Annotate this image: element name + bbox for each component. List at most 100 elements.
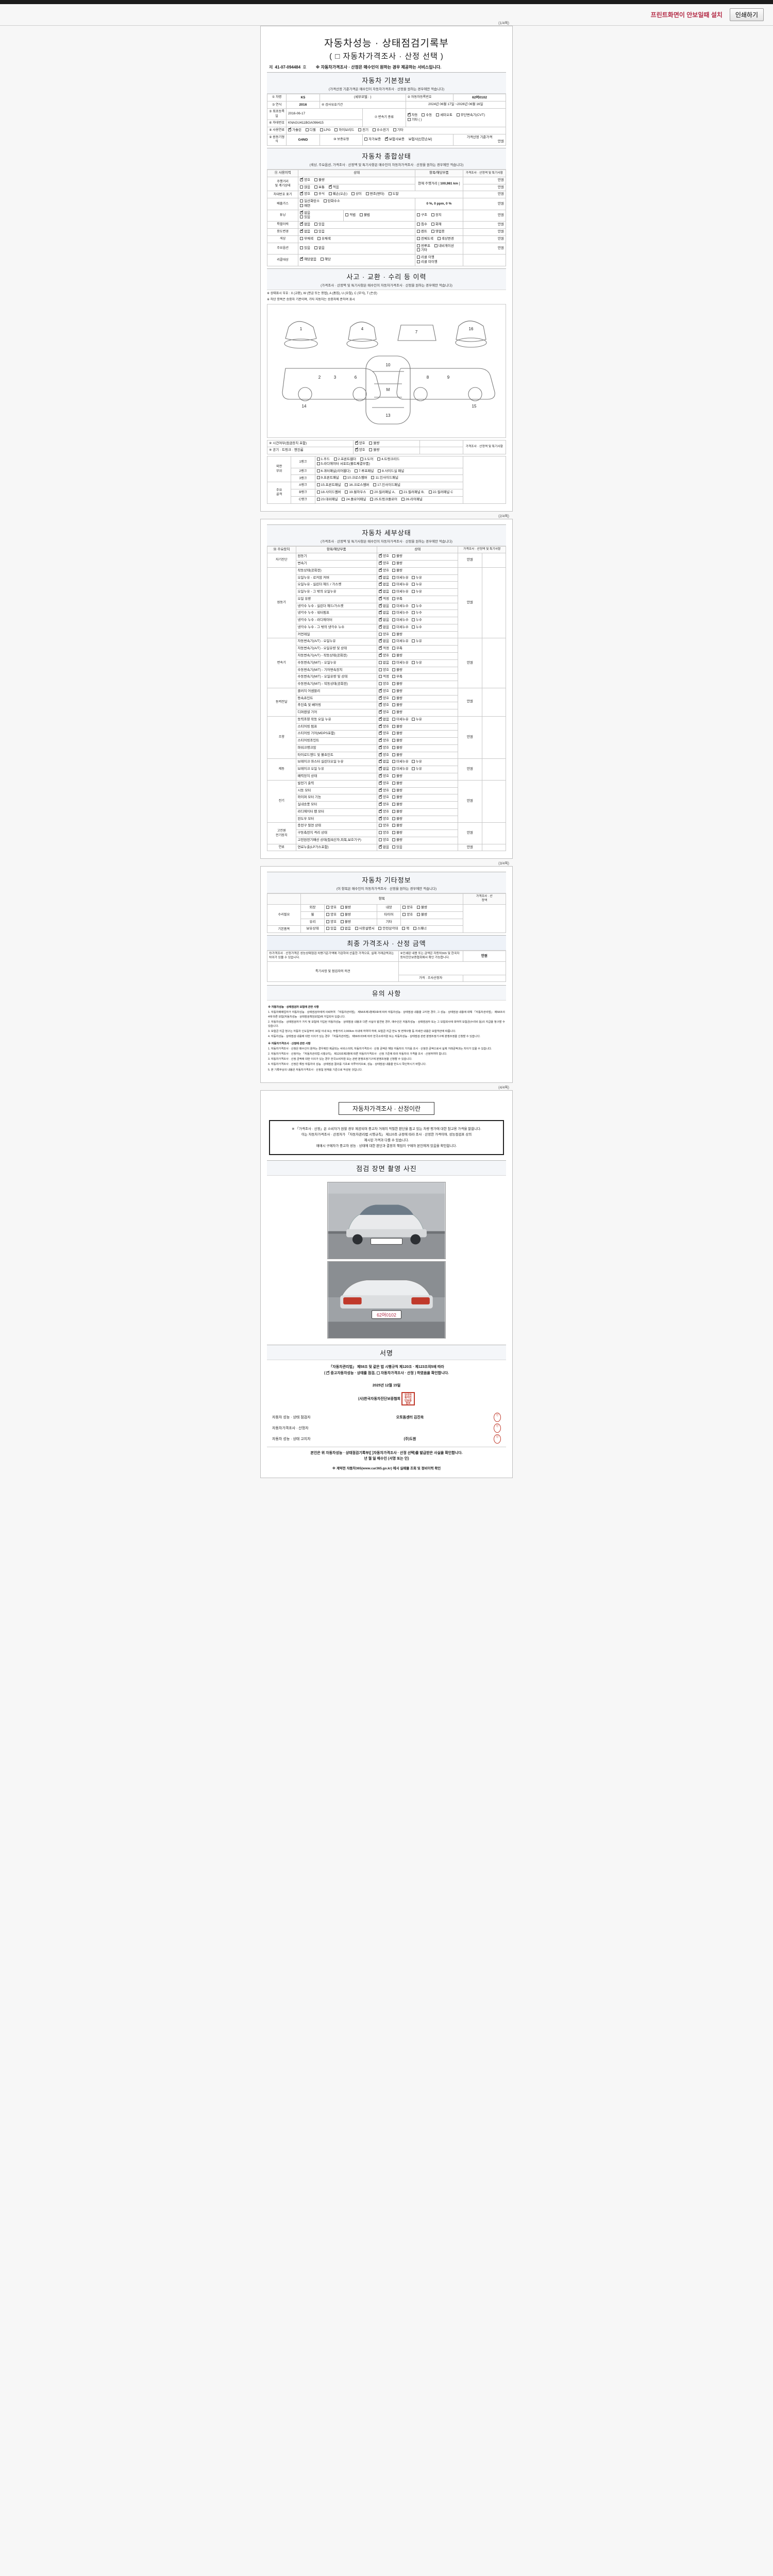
tire-opt-good[interactable]: 양호 (402, 912, 413, 918)
item-opt-spanner[interactable]: 스패너 (413, 927, 427, 931)
option-없음[interactable]: 없음 (378, 589, 389, 595)
part-10-cross-member[interactable]: 10.크로스멤버 (343, 476, 367, 481)
option-불량[interactable]: 불량 (392, 689, 402, 694)
frame-21-pillar-b[interactable]: 21.필러패널 B, (399, 490, 425, 495)
option-불량[interactable]: 불량 (392, 809, 402, 815)
option-없음[interactable]: 없음 (378, 610, 389, 616)
option-양호[interactable]: 양호 (378, 702, 389, 708)
option-불량[interactable]: 불량 (392, 774, 402, 779)
part-7-roof-panel[interactable]: 7.루프패널 (355, 469, 374, 474)
wheel-opt-good[interactable]: 양호 (326, 912, 337, 918)
option-양호[interactable]: 양호 (378, 731, 389, 736)
warranty-opt-insurer[interactable]: 보험사보증 (384, 137, 405, 142)
option-불량[interactable]: 불량 (392, 668, 402, 673)
option-미세누수[interactable]: 미세누수 (392, 611, 409, 616)
option-양호[interactable]: 양호 (378, 724, 389, 730)
option-누유[interactable]: 누유 (411, 583, 422, 587)
option-opt-sunroof[interactable]: 썬루프 (417, 244, 430, 249)
frame-19-wheel-house[interactable]: 19.휠하우스 (345, 490, 366, 495)
color-opt-changed[interactable]: 색상변경 (437, 236, 454, 242)
recall-opt-yes[interactable]: 해당 (320, 258, 331, 262)
check-performance[interactable] (326, 1370, 330, 1375)
option-opt-nav[interactable]: 네비게이션 (434, 244, 454, 249)
trans-opt-other[interactable]: 기타 ( ) (407, 117, 422, 123)
part-4-trunk-lid[interactable]: 4.트렁크리드 (377, 457, 399, 462)
option-불량[interactable]: 불량 (392, 831, 402, 836)
option-양호[interactable]: 양호 (378, 838, 389, 843)
option-불량[interactable]: 불량 (392, 838, 402, 843)
option-누유[interactable]: 누유 (411, 767, 422, 772)
option-불량[interactable]: 불량 (392, 732, 402, 736)
vin-opt-altered[interactable]: 변조(변타) (365, 192, 384, 197)
option-양호[interactable]: 양호 (378, 568, 389, 573)
mileage-opt-bad[interactable]: 불량 (314, 178, 325, 183)
frame-16-cross-member[interactable]: 16.크로스멤버 (345, 483, 369, 488)
option-양호[interactable]: 양호 (378, 688, 389, 694)
frame-22-pillar-c[interactable]: 22.필러패널 C (428, 490, 453, 495)
option-양호[interactable]: 양호 (378, 738, 389, 743)
part-2-front-fender[interactable]: 2.프론트휀더 (333, 457, 356, 462)
usechange-opt-business[interactable]: 영업용 (431, 230, 445, 234)
special-opt-flood[interactable]: 침수 (417, 223, 427, 227)
frame-20-pillar-a[interactable]: 20.필러패널 A, (370, 490, 395, 495)
option-미세누유[interactable]: 미세누유 (392, 639, 409, 644)
option-불량[interactable]: 불량 (392, 745, 402, 751)
exterior-opt-good[interactable]: 양호 (326, 906, 337, 910)
item-opt-jack[interactable]: 잭 (402, 927, 409, 931)
option-미세누유[interactable]: 미세누유 (392, 717, 409, 722)
option-누유[interactable]: 누유 (411, 760, 422, 765)
option-적정[interactable]: 적정 (378, 646, 389, 651)
recall-opt-na[interactable]: 해당없음 (300, 257, 316, 262)
option-누유[interactable]: 누유 (411, 717, 422, 722)
option-불량[interactable]: 불량 (392, 710, 402, 715)
option-불량[interactable]: 불량 (392, 632, 402, 637)
option-부족[interactable]: 부족 (392, 647, 402, 651)
recall-opt-done[interactable]: 리콜 이행 (417, 256, 434, 260)
check-price-survey[interactable] (376, 1371, 380, 1375)
wheel-opt-bad[interactable]: 불량 (340, 912, 351, 918)
tuning-opt-none[interactable]: 없음 (300, 210, 310, 216)
print-button[interactable]: 인쇄하기 (729, 8, 764, 21)
usechange-opt-rent[interactable]: 렌트 (417, 230, 427, 234)
option-양호[interactable]: 양호 (378, 794, 389, 800)
option-누유[interactable]: 누유 (411, 590, 422, 595)
option-불량[interactable]: 불량 (392, 562, 402, 566)
option-양호[interactable]: 양호 (378, 668, 389, 673)
color-opt-repaint[interactable]: 전체도색 (417, 236, 433, 242)
mileage-opt-few[interactable]: 적음 (328, 184, 339, 190)
option-없음[interactable]: 없음 (378, 766, 389, 772)
part-3-door[interactable]: 3.도어 (360, 457, 373, 462)
special-opt-fire[interactable]: 화재 (431, 223, 442, 227)
tuning-opt-yes[interactable]: 있음 (300, 215, 310, 220)
part-8-side-sill[interactable]: 8.사이드실 패널 (378, 469, 404, 474)
frame-18-side-member[interactable]: 18.사이드멤버 (316, 490, 341, 495)
option-양호[interactable]: 양호 (378, 653, 389, 658)
option-미세누수[interactable]: 미세누수 (392, 625, 409, 630)
trans-opt-cvt[interactable]: 무단변속기(CVT) (456, 113, 485, 118)
lock-opt-bad[interactable]: 불량 (369, 441, 379, 446)
frame-25-trunk-floor[interactable]: 25.트렁크플로어 (370, 497, 397, 502)
option-양호[interactable]: 양호 (378, 816, 389, 822)
option-양호[interactable]: 양호 (378, 682, 389, 687)
option-불량[interactable]: 불량 (392, 824, 402, 828)
option-누수[interactable]: 누수 (411, 611, 422, 616)
special-opt-yes[interactable]: 있음 (314, 223, 325, 227)
tire-opt-bad[interactable]: 불량 (417, 912, 427, 918)
glass-opt-good[interactable]: 양호 (326, 920, 337, 925)
option-불량[interactable]: 불량 (392, 781, 402, 786)
option-적정[interactable]: 적정 (378, 675, 389, 680)
trans-opt-auto[interactable]: 자동 (407, 112, 417, 118)
emission-opt-hc[interactable]: 탄화수소 (323, 199, 340, 204)
option-양호[interactable]: 양호 (378, 752, 389, 758)
option-미세누수[interactable]: 미세누수 (392, 604, 409, 609)
option-불량[interactable]: 불량 (392, 653, 402, 658)
color-opt-achromatic[interactable]: 무채색 (300, 236, 313, 242)
vin-opt-erased[interactable]: 도말 (388, 192, 399, 197)
option-누수[interactable]: 누수 (411, 625, 422, 630)
option-없음[interactable]: 없음 (378, 624, 389, 630)
glass-opt-bad[interactable]: 불량 (340, 920, 351, 925)
frame-23-dash-panel[interactable]: 23.대쉬패널 (316, 497, 338, 502)
part-1-hood[interactable]: 1.후드 (316, 457, 330, 462)
option-양호[interactable]: 양호 (378, 561, 389, 566)
option-누수[interactable]: 누수 (411, 618, 422, 623)
